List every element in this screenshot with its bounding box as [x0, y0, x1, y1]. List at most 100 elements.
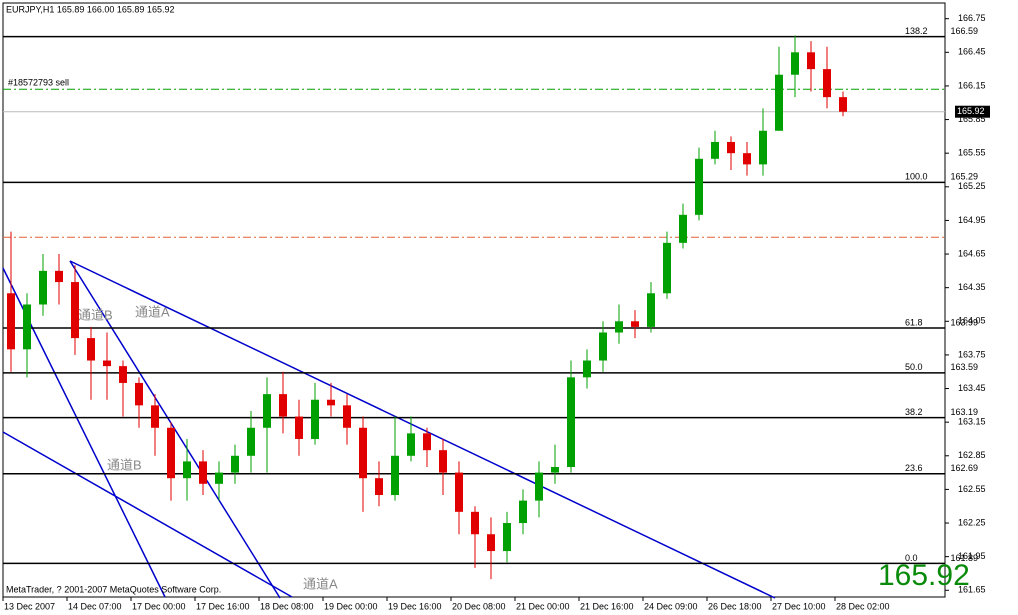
- candle-body: [135, 382, 143, 406]
- y-tick-label: 161.95: [958, 551, 986, 561]
- x-tick-label: 28 Dec 02:00: [836, 601, 890, 611]
- channel-label: 通道B: [78, 307, 113, 322]
- fib-price: 162.69: [950, 463, 978, 473]
- candle-body: [727, 141, 735, 154]
- y-tick-label: 164.65: [958, 248, 986, 258]
- y-tick-label: 164.95: [958, 215, 986, 225]
- candle-body: [327, 399, 335, 406]
- candle-body: [231, 455, 239, 473]
- candle-body: [791, 52, 799, 75]
- fib-level: 138.2: [905, 26, 928, 36]
- candle-body: [631, 321, 639, 327]
- candle-body: [423, 433, 431, 451]
- channel-label: 通道B: [107, 457, 142, 472]
- y-tick-label: 161.65: [958, 585, 986, 595]
- y-tick-label: 166.45: [958, 47, 986, 57]
- candle-body: [151, 405, 159, 428]
- candle-body: [375, 478, 383, 496]
- x-tick-label: 17 Dec 16:00: [196, 601, 250, 611]
- y-tick-label: 164.05: [958, 316, 986, 326]
- fib-level: 23.6: [905, 463, 923, 473]
- fib-level: 50.0: [905, 362, 923, 372]
- order-label: #18572793 sell: [8, 78, 69, 88]
- candle-body: [775, 74, 783, 131]
- fib-price: 163.99: [950, 317, 978, 327]
- candle-body: [55, 270, 63, 283]
- candle-body: [279, 394, 287, 417]
- x-tick-label: 17 Dec 00:00: [132, 601, 186, 611]
- y-tick-label: 163.45: [958, 383, 986, 393]
- candle-body: [311, 399, 319, 439]
- fib-price: 163.59: [950, 362, 978, 372]
- x-tick-label: 27 Dec 10:00: [772, 601, 826, 611]
- candle-body: [759, 130, 767, 165]
- fib-level: 38.2: [905, 407, 923, 417]
- candle-body: [823, 69, 831, 98]
- x-tick-label: 24 Dec 09:00: [644, 601, 698, 611]
- y-tick-label: 164.35: [958, 282, 986, 292]
- candle-body: [39, 270, 47, 305]
- price-box-label: 165.92: [957, 106, 985, 116]
- fib-price: 166.59: [950, 26, 978, 36]
- channel-label: 通道A: [303, 576, 338, 591]
- candle-body: [743, 153, 751, 165]
- candle-body: [23, 304, 31, 350]
- big-price: 165.92: [878, 559, 970, 592]
- candle-body: [343, 405, 351, 428]
- candle-body: [167, 427, 175, 479]
- x-tick-label: 13 Dec 2007: [4, 601, 55, 611]
- x-tick-label: 18 Dec 08:00: [260, 601, 314, 611]
- x-tick-label: 19 Dec 16:00: [388, 601, 442, 611]
- candle-body: [391, 455, 399, 496]
- candle-body: [583, 360, 591, 378]
- y-tick-label: 162.55: [958, 484, 986, 494]
- candle-body: [295, 416, 303, 439]
- candle-body: [807, 52, 815, 70]
- candle-body: [615, 321, 623, 333]
- fib-price: 163.19: [950, 407, 978, 417]
- candle-body: [215, 472, 223, 484]
- candle-body: [359, 427, 367, 479]
- candle-body: [199, 461, 207, 484]
- x-tick-label: 21 Dec 16:00: [580, 601, 634, 611]
- fib-price: 165.29: [950, 172, 978, 182]
- candle-body: [455, 472, 463, 512]
- fib-level: 61.8: [905, 317, 923, 327]
- candle-body: [503, 523, 511, 552]
- candle-body: [487, 534, 495, 552]
- candle-body: [551, 466, 559, 473]
- candle-body: [103, 360, 111, 367]
- price-box: [955, 105, 990, 118]
- candle-body: [567, 377, 575, 467]
- candle-body: [519, 500, 527, 524]
- y-tick-label: 162.25: [958, 517, 986, 527]
- fib-level: 0.0: [905, 553, 918, 563]
- candle-body: [407, 433, 415, 456]
- candle-body: [183, 461, 191, 479]
- candle-body: [71, 282, 79, 339]
- channel-line: [69, 260, 776, 599]
- x-tick-label: 21 Dec 00:00: [516, 601, 570, 611]
- candle-body: [839, 97, 847, 112]
- channel-line: [2, 431, 293, 598]
- y-tick-label: 166.15: [958, 80, 986, 90]
- header: EURJPY,H1 165.89 166.00 165.89 165.92: [6, 4, 174, 14]
- y-tick-label: 162.85: [958, 450, 986, 460]
- fib-price: 161.89: [950, 553, 978, 563]
- candle-body: [679, 214, 687, 243]
- candle-body: [119, 366, 127, 383]
- y-tick-label: 166.75: [958, 13, 986, 23]
- candle-body: [599, 332, 607, 361]
- candle-body: [711, 141, 719, 159]
- footer: MetaTrader, ? 2001-2007 MetaQuotes Softw…: [6, 584, 221, 594]
- plot-frame: [2, 2, 946, 598]
- candle-body: [87, 338, 95, 361]
- candle-body: [247, 427, 255, 456]
- y-tick-label: 163.15: [958, 417, 986, 427]
- y-tick-label: 165.55: [958, 148, 986, 158]
- fib-level: 100.0: [905, 172, 928, 182]
- x-tick-label: 26 Dec 18:00: [708, 601, 762, 611]
- candle-body: [647, 293, 655, 327]
- channel-label: 通道A: [135, 304, 170, 319]
